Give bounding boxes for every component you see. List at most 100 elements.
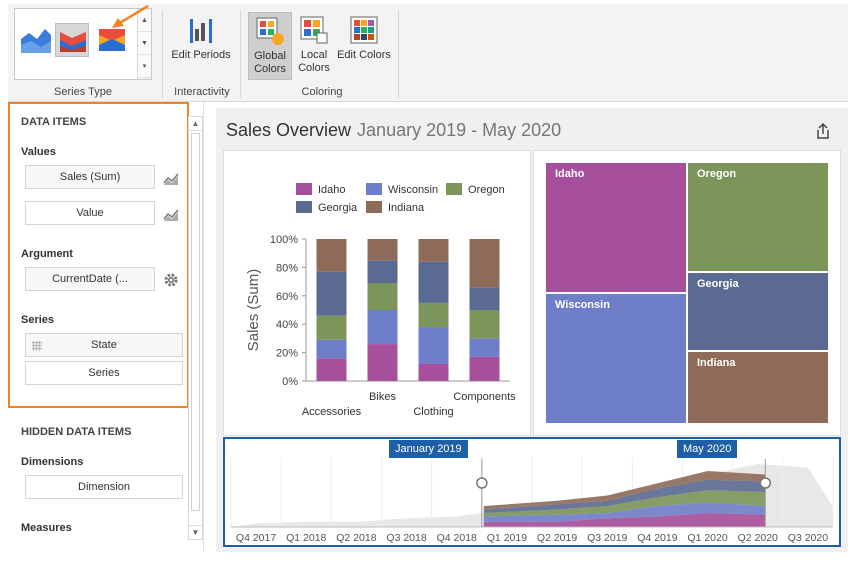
edit-colors-button[interactable]: Edit Colors: [336, 12, 392, 62]
bar-segment-wisconsin: [418, 327, 449, 364]
treemap-tile-oregon[interactable]: Oregon: [687, 162, 829, 273]
legend-swatch: [366, 201, 382, 213]
treemap: Idaho Wisconsin Oregon Georgia Indiana: [545, 162, 829, 424]
area-series-icon[interactable]: [19, 23, 53, 57]
range-axis-label: Q3 2019: [587, 532, 627, 544]
legend-item[interactable]: Idaho: [296, 183, 346, 196]
treemap-tile-label: Idaho: [555, 168, 585, 180]
range-area-oregon: [483, 490, 766, 517]
series-placeholder[interactable]: Series: [25, 361, 183, 385]
ribbon-separator: [162, 10, 163, 98]
data-items-panel: DATA ITEMS Values Sales (Sum) Value Argu…: [8, 102, 204, 552]
range-axis-label: Q4 2017: [236, 532, 276, 544]
range-axis-label: Q2 2018: [336, 532, 376, 544]
edit-colors-label: Edit Colors: [337, 49, 391, 61]
treemap-tile-wisconsin[interactable]: Wisconsin: [545, 293, 687, 424]
series-type-icon[interactable]: [163, 170, 179, 186]
bar-segment-wisconsin: [367, 310, 398, 345]
treemap-panel: Idaho Wisconsin Oregon Georgia Indiana: [533, 150, 841, 436]
legend-swatch: [296, 201, 312, 213]
ribbon-separator: [240, 10, 241, 98]
range-selector-end-handle[interactable]: [759, 477, 772, 489]
bar-segment-oregon: [316, 315, 347, 340]
treemap-tile-label: Wisconsin: [555, 299, 610, 311]
y-tick-label: 100%: [270, 234, 298, 246]
dashboard-period: January 2019 - May 2020: [357, 120, 562, 140]
value-field-sales-sum[interactable]: Sales (Sum): [25, 165, 155, 189]
scroll-thumb[interactable]: [191, 133, 200, 511]
data-items-header: DATA ITEMS: [21, 116, 87, 128]
series-type-gallery[interactable]: ▲ ▼ ▾: [14, 8, 152, 80]
legend-swatch: [296, 183, 312, 195]
ribbon-separator: [398, 10, 399, 98]
legend-item[interactable]: Wisconsin: [366, 183, 438, 196]
callout-arrow-icon: [112, 4, 149, 28]
bar-segment-wisconsin: [316, 339, 347, 359]
bar-segment-indiana: [469, 239, 500, 288]
legend-label: Indiana: [388, 202, 425, 214]
panel-scrollbar[interactable]: ▲ ▼: [188, 116, 203, 540]
treemap-tile-indiana[interactable]: Indiana: [687, 350, 829, 424]
gallery-down-icon[interactable]: ▼: [138, 32, 151, 55]
stacked-area-series-icon[interactable]: [55, 23, 89, 57]
export-icon[interactable]: [814, 122, 832, 140]
dimension-placeholder[interactable]: Dimension: [25, 475, 183, 499]
legend-item[interactable]: Oregon: [446, 183, 505, 196]
treemap-tile-idaho[interactable]: Idaho: [545, 162, 687, 293]
range-selector-start-handle[interactable]: [476, 477, 488, 489]
edit-periods-label: Edit Periods: [171, 49, 231, 61]
local-colors-button[interactable]: Local Colors: [294, 12, 334, 75]
series-type-group-label: Series Type: [54, 86, 112, 98]
values-header: Values: [21, 146, 56, 158]
value-field-value[interactable]: Value: [25, 201, 155, 225]
legend-swatch: [446, 183, 462, 195]
series-field-state[interactable]: State: [25, 333, 183, 357]
bar-segment-wisconsin: [469, 338, 500, 357]
dashboard-title: Sales Overview January 2019 - May 2020: [226, 120, 561, 141]
legend-swatch: [366, 183, 382, 195]
gallery-up-icon[interactable]: ▲: [138, 9, 151, 32]
range-axis-label: Q3 2018: [386, 532, 426, 544]
legend-item[interactable]: Georgia: [296, 201, 357, 214]
drag-grip-icon[interactable]: [32, 341, 42, 351]
gallery-expand-icon[interactable]: ▾: [138, 55, 151, 78]
bar-segment-georgia: [367, 260, 398, 284]
dimensions-header: Dimensions: [21, 456, 84, 468]
treemap-tile-label: Indiana: [697, 356, 736, 369]
range-axis-label: Q4 2018: [437, 532, 477, 544]
legend-label: Georgia: [318, 202, 358, 214]
range-start-label: January 2019: [389, 440, 468, 458]
range-area-georgia: [483, 479, 766, 513]
bar-segment-indiana: [418, 239, 449, 262]
bar-segment-indiana: [316, 239, 347, 272]
gear-icon[interactable]: [163, 272, 179, 288]
range-axis-label: Q1 2020: [687, 532, 727, 544]
bar-chart-panel: Idaho Wisconsin Oregon Georgia Indiana S…: [223, 150, 531, 436]
edit-periods-button[interactable]: Edit Periods: [170, 12, 232, 62]
local-colors-icon: [299, 15, 329, 45]
argument-field-currentdate[interactable]: CurrentDate (...: [25, 267, 155, 291]
coloring-group-label: Coloring: [301, 86, 343, 98]
range-axis-label: Q1 2018: [286, 532, 326, 544]
ribbon: ▲ ▼ ▾ Series Type Edit Periods Interacti…: [8, 4, 848, 102]
range-area-indiana: [483, 471, 766, 510]
full-stacked-area-series-icon[interactable]: [95, 23, 129, 57]
bar-segment-idaho: [367, 344, 398, 381]
bar-segment-georgia: [418, 261, 449, 303]
bar-segment-oregon: [367, 283, 398, 310]
scroll-down-icon[interactable]: ▼: [189, 525, 202, 539]
global-colors-button[interactable]: Global Colors: [248, 12, 292, 80]
range-axis-label: Q2 2019: [537, 532, 577, 544]
treemap-tile-georgia[interactable]: Georgia: [687, 272, 829, 351]
legend-label: Idaho: [318, 184, 346, 196]
range-axis-label: Q2 2020: [738, 532, 778, 544]
gallery-scroll[interactable]: ▲ ▼ ▾: [137, 9, 151, 79]
y-tick-label: 60%: [276, 291, 298, 303]
bar-segment-indiana: [367, 239, 398, 261]
series-type-icon[interactable]: [163, 206, 179, 222]
scroll-up-icon[interactable]: ▲: [189, 117, 202, 131]
legend-item[interactable]: Indiana: [366, 201, 424, 214]
argument-header: Argument: [21, 248, 73, 260]
hidden-data-items-header: HIDDEN DATA ITEMS: [21, 426, 132, 438]
bar-segment-idaho: [418, 363, 449, 381]
